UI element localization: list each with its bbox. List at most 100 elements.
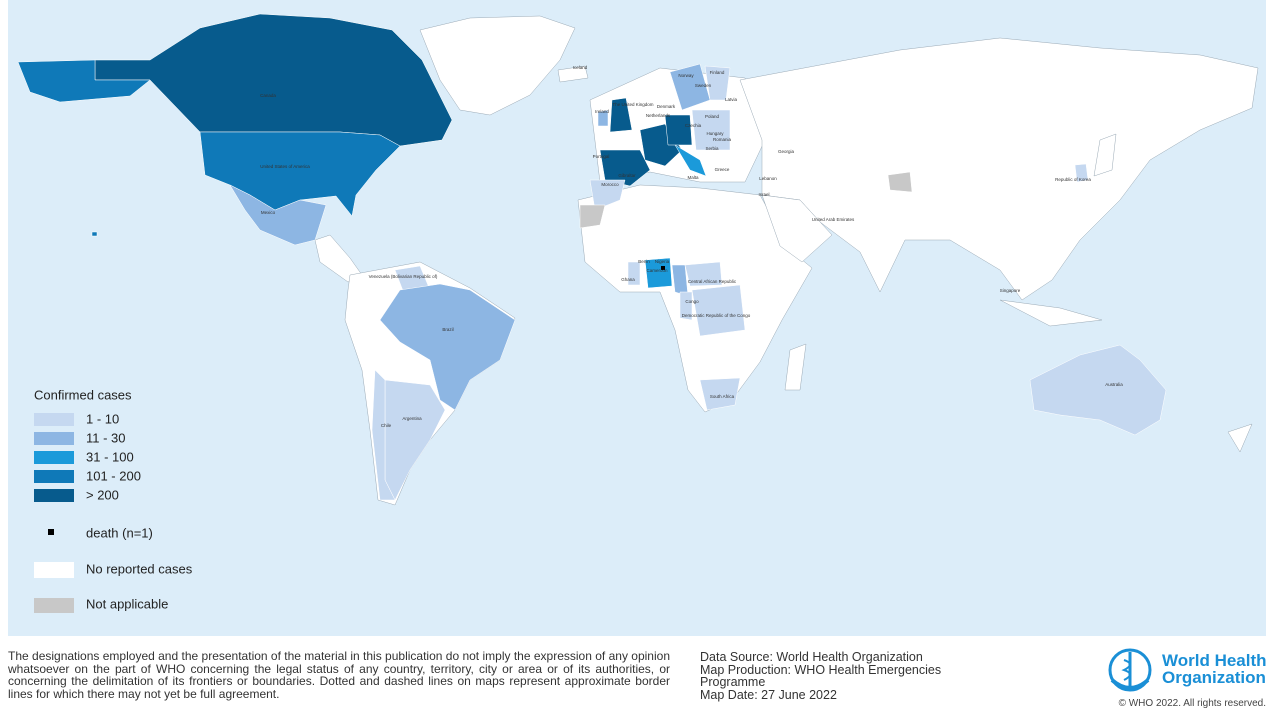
who-emblem	[1108, 648, 1152, 692]
indonesia	[999, 299, 1103, 327]
germany	[664, 114, 693, 146]
country-label: Singapore	[1000, 288, 1021, 293]
country-label: Chile	[381, 423, 392, 428]
country-label: Australia	[1105, 382, 1123, 387]
disputed-area	[887, 171, 913, 193]
legend-label: 11 - 30	[86, 430, 126, 445]
country-label: Georgia	[778, 149, 795, 154]
chile	[371, 369, 396, 501]
legend-label: > 200	[86, 487, 119, 502]
country-label: Denmark	[657, 104, 676, 109]
country-label: Ghana	[621, 277, 635, 282]
country-label: Latvia	[725, 97, 738, 102]
legend-label: 31 - 100	[86, 449, 134, 464]
greenland	[419, 15, 576, 116]
morocco	[589, 179, 626, 211]
map: Iceland Canada United States of America …	[8, 0, 1266, 636]
country-label: Iceland	[573, 65, 588, 70]
uk	[609, 97, 633, 133]
source-line: Map Date: 27 June 2022	[700, 687, 837, 702]
country-label: Serbia	[705, 146, 719, 151]
country-label: Poland	[705, 114, 720, 119]
country-label: Lebanon	[759, 176, 777, 181]
iceland	[557, 65, 589, 83]
madagascar	[784, 343, 807, 391]
mexico	[229, 184, 327, 246]
drc	[691, 284, 746, 337]
country-label: Central African Republic	[688, 279, 737, 284]
country-label: Norway	[678, 73, 694, 78]
south-africa	[699, 377, 741, 411]
country-label: Hungary	[706, 131, 724, 136]
country-label: Morocco	[601, 182, 619, 187]
country-label: Republic of Korea	[1055, 177, 1091, 182]
legend-label: death (n=1)	[86, 525, 153, 540]
country-label: Canada	[260, 93, 276, 98]
source-line: Data Source: World Health Organization	[700, 650, 923, 664]
legend-death-marker	[48, 529, 54, 535]
country-label: Cameroon	[646, 268, 668, 273]
new-zealand	[1227, 423, 1253, 453]
western-sahara	[579, 204, 606, 229]
country-label: Brazil	[442, 327, 453, 332]
hawaii	[91, 231, 98, 237]
legend-swatch	[34, 432, 74, 445]
country-label: Greece	[715, 167, 730, 172]
countries	[17, 13, 1167, 501]
country-label: United Arab Emirates	[812, 217, 855, 222]
country-label: The United Kingdom	[612, 102, 653, 107]
country-label: Argentina	[402, 416, 422, 421]
italy	[674, 144, 707, 177]
country-label: Congo	[685, 299, 699, 304]
country-label: Portugal	[593, 154, 610, 159]
country-label: Democratic Republic of the Congo	[682, 313, 751, 318]
alaska	[17, 59, 151, 103]
country-label: Ireland	[595, 109, 609, 114]
ghana	[627, 261, 641, 286]
legend-swatch	[34, 562, 74, 578]
iberia	[599, 149, 651, 187]
legend-swatch	[34, 470, 74, 483]
country-label: Nigeria	[655, 259, 670, 264]
country-label: Benin	[638, 259, 650, 264]
australia	[1029, 344, 1167, 436]
nigeria	[644, 257, 673, 289]
country-label: Venezuela (Bolivarian Republic of)	[369, 274, 438, 279]
death-marker	[661, 266, 665, 270]
congo	[679, 291, 693, 321]
legend-swatch	[34, 489, 74, 502]
data-source: Data Source: World Health Organization M…	[700, 651, 990, 701]
japan	[1093, 133, 1117, 177]
legend-title: Confirmed cases	[34, 387, 132, 402]
disclaimer: The designations employed and the presen…	[8, 649, 670, 701]
country-label: United States of America	[260, 164, 310, 169]
country-label: Sweden	[695, 83, 712, 88]
country-label: Finland	[710, 70, 725, 75]
legend-label: No reported cases	[86, 561, 193, 576]
logo-line: World Health	[1162, 651, 1267, 670]
source-line: Map Production: WHO Health Emergencies P…	[700, 662, 942, 689]
brazil	[379, 283, 516, 411]
country-label: Mexico	[261, 210, 276, 215]
car	[684, 261, 723, 287]
country-label: Israel	[758, 192, 769, 197]
country-label: Romania	[713, 137, 732, 142]
legend-swatch	[34, 598, 74, 613]
country-label: South Africa	[710, 394, 735, 399]
ireland	[597, 109, 609, 127]
logo-text: World Health Organization	[1162, 652, 1267, 686]
arabia	[761, 194, 833, 263]
legend-swatch	[34, 413, 74, 426]
finland	[704, 65, 731, 101]
logo-line: Organization	[1162, 668, 1266, 687]
copyright: © WHO 2022. All rights reserved.	[1118, 698, 1266, 709]
legend: Confirmed cases death (n=1) No reported …	[34, 387, 193, 613]
legend-label: 101 - 200	[86, 468, 141, 483]
country-label: Gibraltar	[618, 173, 636, 178]
country-label: Netherlands	[646, 113, 671, 118]
country-labels: Iceland Canada United States of America …	[260, 65, 1123, 428]
country-label: Malta	[687, 175, 699, 180]
legend-swatch	[34, 451, 74, 464]
legend-label: 1 - 10	[86, 411, 119, 426]
